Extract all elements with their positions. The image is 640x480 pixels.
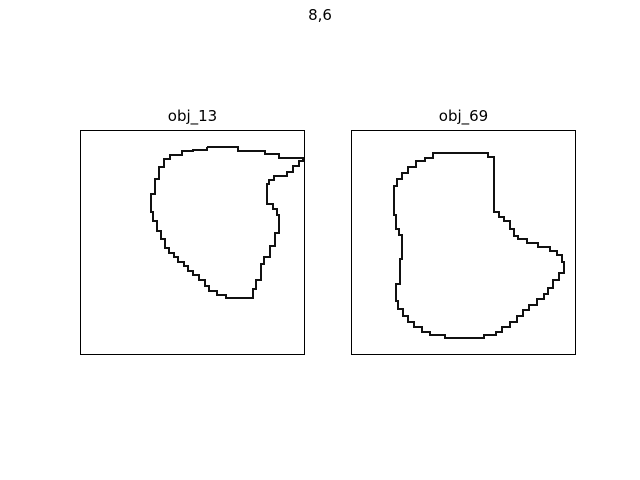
panel-title-obj-69: obj_69: [438, 107, 489, 125]
contour-plot-obj-69: [393, 152, 565, 339]
panel-axes-obj-13: [80, 130, 305, 355]
object-outline-obj-13: [150, 146, 304, 299]
panel-axes-obj-69: [351, 130, 576, 355]
contour-plot-obj-13: [150, 146, 304, 299]
panel-title-obj-13: obj_13: [167, 107, 218, 125]
object-outline-obj-69: [393, 152, 565, 339]
figure-suptitle: 8,6: [308, 6, 332, 24]
